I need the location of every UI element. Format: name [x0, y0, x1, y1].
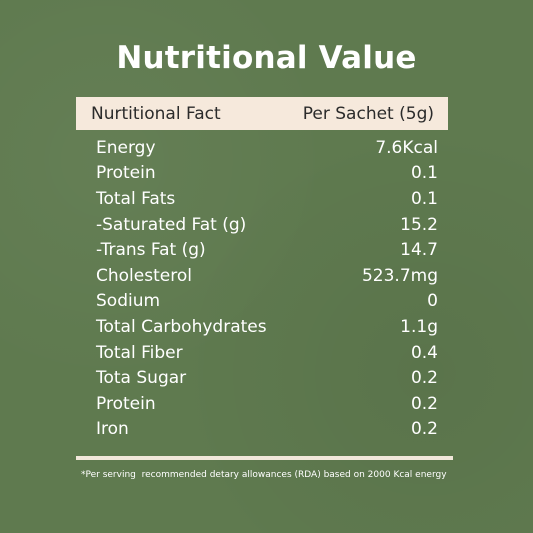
page-title: Nutritional Value [116, 40, 417, 76]
row-label: Energy [96, 137, 156, 158]
table-row: Total Carbohydrates 1.1g [96, 314, 438, 340]
row-value: 14.7 [400, 240, 438, 261]
table-row: Cholesterol 523.7mg [96, 263, 438, 289]
table-row: Iron 0.2 [96, 417, 438, 443]
row-label: -Saturated Fat (g) [96, 214, 247, 235]
table-row: Total Fats 0.1 [96, 186, 438, 212]
table-row: Energy 7.6Kcal [96, 135, 438, 161]
table-row: Sodium 0 [96, 289, 438, 315]
row-value: 15.2 [400, 214, 438, 235]
table-row: -Saturated Fat (g) 15.2 [96, 212, 438, 238]
row-value: 1.1g [400, 316, 438, 337]
row-label: Total Fats [96, 188, 176, 209]
row-label: Protein [96, 163, 156, 184]
table-header: Nurtitional Fact Per Sachet (5g) [76, 97, 448, 130]
row-label: Protein [96, 393, 156, 414]
row-label: Total Fiber [96, 342, 183, 363]
row-value: 0 [427, 291, 438, 312]
row-label: Tota Sugar [96, 368, 187, 389]
header-nutritional-fact: Nurtitional Fact [91, 103, 221, 124]
nutrition-table: Energy 7.6Kcal Protein 0.1 Total Fats 0.… [96, 135, 438, 442]
row-value: 0.4 [410, 342, 438, 363]
table-row: Tota Sugar 0.2 [96, 365, 438, 391]
table-row: Protein 0.1 [96, 161, 438, 187]
row-label: Cholesterol [96, 265, 192, 286]
row-label: -Trans Fat (g) [96, 240, 206, 261]
row-value: 0.2 [410, 368, 438, 389]
row-label: Total Carbohydrates [96, 316, 267, 337]
divider [76, 456, 453, 460]
header-per-sachet: Per Sachet (5g) [302, 103, 434, 124]
footnote: *Per serving recommended detary allowanc… [81, 470, 447, 480]
row-value: 0.1 [410, 188, 438, 209]
table-row: Total Fiber 0.4 [96, 340, 438, 366]
row-label: Sodium [96, 291, 161, 312]
row-value: 0.2 [410, 393, 438, 414]
table-row: Protein 0.2 [96, 391, 438, 417]
row-value: 523.7mg [361, 265, 438, 286]
row-label: Iron [96, 419, 129, 440]
row-value: 0.1 [410, 163, 438, 184]
row-value: 7.6Kcal [375, 137, 438, 158]
row-value: 0.2 [410, 419, 438, 440]
table-row: -Trans Fat (g) 14.7 [96, 237, 438, 263]
